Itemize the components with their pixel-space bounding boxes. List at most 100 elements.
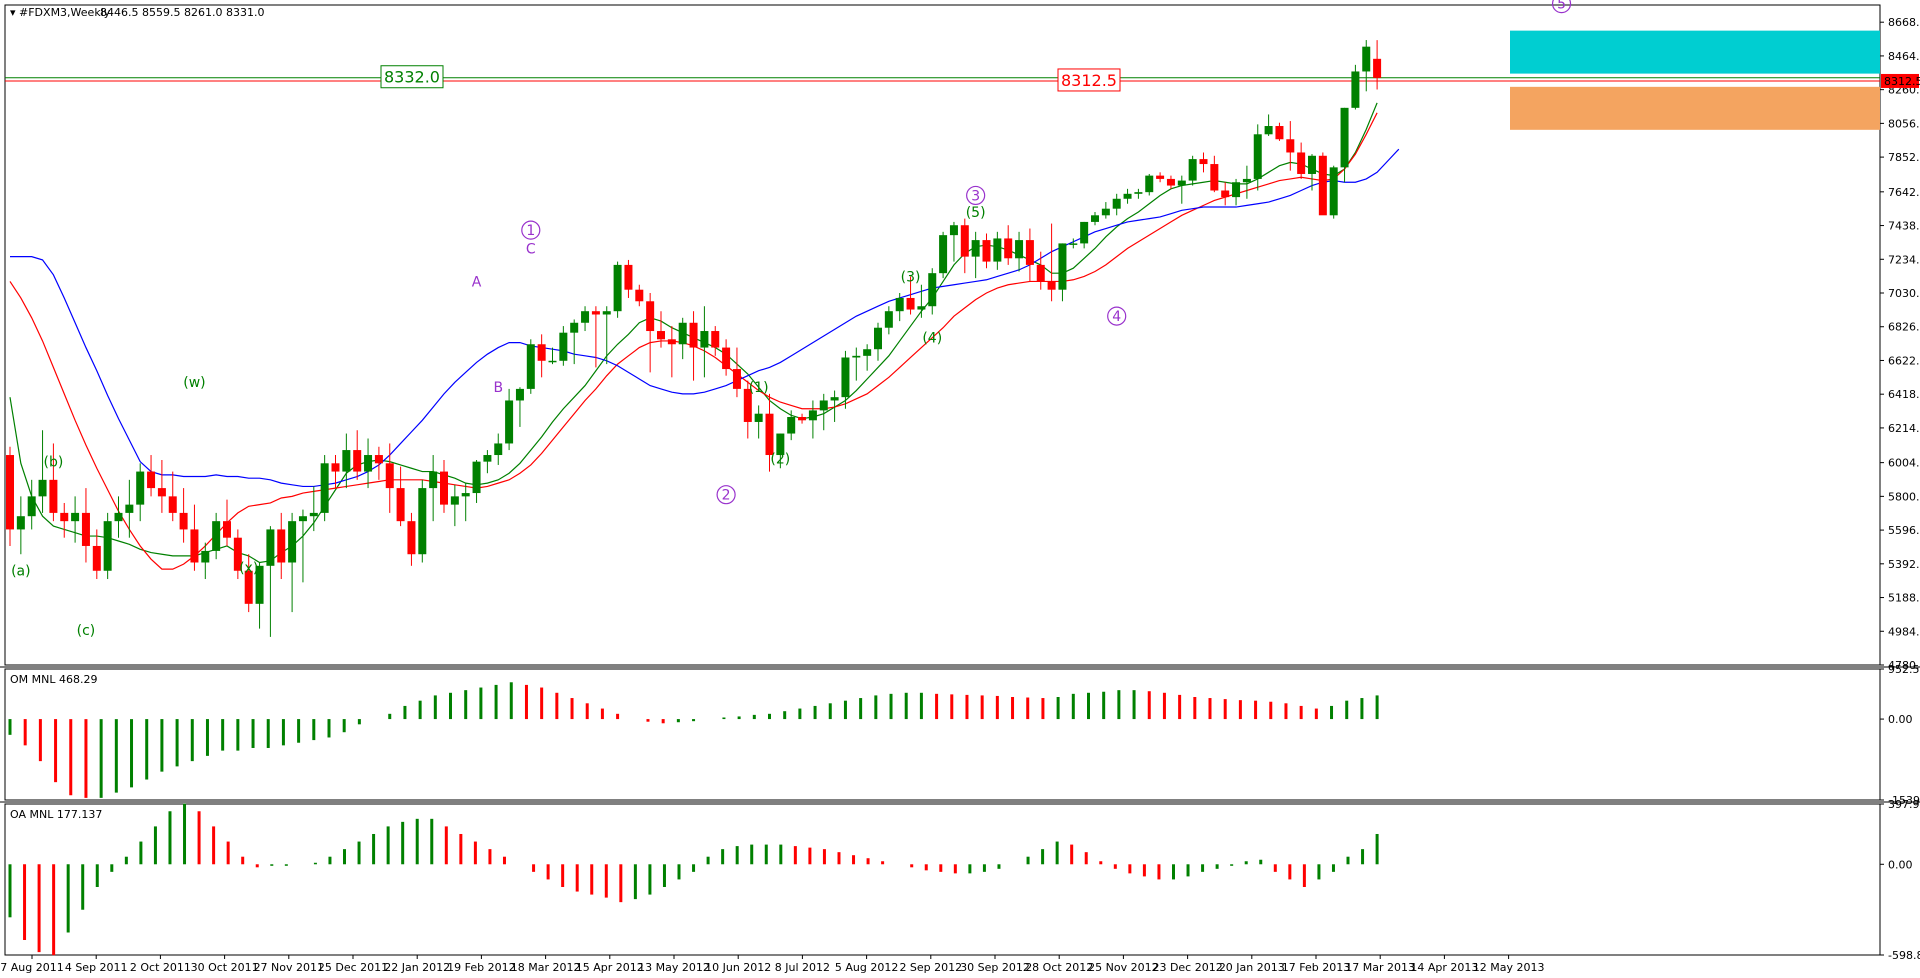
candle-body[interactable] bbox=[1275, 126, 1284, 140]
candle-body[interactable] bbox=[6, 455, 14, 530]
candle-body[interactable] bbox=[309, 512, 318, 517]
candle-body[interactable] bbox=[288, 521, 297, 563]
candle-body[interactable] bbox=[364, 455, 373, 472]
candle-body[interactable] bbox=[971, 240, 980, 257]
candle-body[interactable] bbox=[494, 443, 503, 456]
candle-body[interactable] bbox=[472, 461, 481, 494]
candle-body[interactable] bbox=[49, 479, 58, 513]
candle-body[interactable] bbox=[863, 349, 872, 356]
candle-body[interactable] bbox=[168, 496, 177, 513]
candle-body[interactable] bbox=[722, 347, 731, 370]
candle-body[interactable] bbox=[732, 369, 741, 389]
candle-body[interactable] bbox=[38, 479, 47, 497]
candle-body[interactable] bbox=[1253, 134, 1262, 179]
target-zone-1[interactable] bbox=[1510, 30, 1880, 74]
candle-body[interactable] bbox=[136, 471, 145, 505]
candle-body[interactable] bbox=[440, 471, 448, 505]
candle-body[interactable] bbox=[613, 264, 622, 312]
candle-body[interactable] bbox=[233, 537, 242, 571]
candle-body[interactable] bbox=[1004, 238, 1013, 259]
candle-body[interactable] bbox=[754, 413, 763, 422]
candle-body[interactable] bbox=[1080, 221, 1089, 244]
candle-body[interactable] bbox=[1025, 240, 1034, 265]
candle-body[interactable] bbox=[1069, 243, 1078, 245]
candle-body[interactable] bbox=[537, 344, 546, 361]
candle-body[interactable] bbox=[298, 516, 307, 522]
candle-body[interactable] bbox=[570, 322, 579, 333]
candle-body[interactable] bbox=[841, 357, 850, 398]
candle-body[interactable] bbox=[906, 297, 915, 310]
candle-body[interactable] bbox=[1036, 264, 1045, 282]
candle-body[interactable] bbox=[776, 433, 785, 456]
candle-body[interactable] bbox=[1166, 178, 1175, 186]
candle-body[interactable] bbox=[939, 235, 948, 274]
candle-body[interactable] bbox=[505, 400, 514, 444]
candle-body[interactable] bbox=[884, 311, 893, 328]
candle-body[interactable] bbox=[114, 512, 123, 522]
candle-body[interactable] bbox=[92, 545, 101, 571]
candle-body[interactable] bbox=[949, 225, 958, 236]
candle-body[interactable] bbox=[657, 331, 665, 340]
candle-body[interactable] bbox=[646, 301, 655, 332]
candle-body[interactable] bbox=[819, 400, 828, 411]
candle-body[interactable] bbox=[320, 463, 329, 513]
candle-body[interactable] bbox=[1188, 159, 1197, 181]
candle-body[interactable] bbox=[1058, 243, 1067, 290]
candle-body[interactable] bbox=[103, 521, 112, 571]
candle-body[interactable] bbox=[1123, 193, 1132, 199]
candle-body[interactable] bbox=[277, 529, 286, 563]
candle-body[interactable] bbox=[993, 238, 1002, 262]
candle-body[interactable] bbox=[1286, 139, 1295, 153]
candle-body[interactable] bbox=[548, 360, 557, 363]
candle-body[interactable] bbox=[581, 311, 590, 323]
candle-body[interactable] bbox=[16, 516, 25, 530]
candle-body[interactable] bbox=[852, 355, 861, 358]
candle-body[interactable] bbox=[223, 521, 231, 538]
candle-body[interactable] bbox=[461, 493, 470, 497]
candle-body[interactable] bbox=[787, 417, 796, 434]
candle-body[interactable] bbox=[1091, 215, 1099, 222]
candle-body[interactable] bbox=[982, 240, 991, 262]
candle-body[interactable] bbox=[1177, 180, 1186, 186]
candle-body[interactable] bbox=[624, 264, 633, 290]
candle-body[interactable] bbox=[1318, 155, 1327, 216]
target-zone-2[interactable] bbox=[1510, 86, 1880, 130]
candle-body[interactable] bbox=[255, 565, 264, 604]
candle-body[interactable] bbox=[1145, 175, 1154, 193]
candle-body[interactable] bbox=[483, 455, 492, 462]
candle-body[interactable] bbox=[1101, 208, 1110, 216]
candle-body[interactable] bbox=[266, 529, 275, 566]
candle-body[interactable] bbox=[960, 225, 969, 257]
candle-body[interactable] bbox=[667, 339, 676, 345]
candle-body[interactable] bbox=[602, 311, 611, 315]
candle-body[interactable] bbox=[385, 463, 394, 489]
candle-body[interactable] bbox=[331, 463, 340, 472]
candle-body[interactable] bbox=[342, 450, 351, 472]
candle-body[interactable] bbox=[689, 322, 698, 348]
candle-body[interactable] bbox=[1199, 159, 1208, 165]
candle-body[interactable] bbox=[1156, 175, 1165, 179]
candle-body[interactable] bbox=[374, 455, 383, 464]
candle-body[interactable] bbox=[1134, 192, 1143, 194]
candle-body[interactable] bbox=[450, 496, 459, 505]
candle-body[interactable] bbox=[743, 388, 752, 422]
candle-body[interactable] bbox=[808, 410, 817, 421]
candle-body[interactable] bbox=[765, 413, 774, 456]
candle-body[interactable] bbox=[429, 471, 438, 489]
candle-body[interactable] bbox=[244, 570, 253, 604]
candle-body[interactable] bbox=[353, 450, 362, 472]
candle-body[interactable] bbox=[179, 512, 188, 530]
candle-body[interactable] bbox=[1015, 240, 1024, 259]
candle-body[interactable] bbox=[125, 504, 134, 513]
candle-body[interactable] bbox=[895, 297, 904, 312]
candle-body[interactable] bbox=[928, 273, 937, 307]
candle-body[interactable] bbox=[60, 512, 69, 522]
candle-body[interactable] bbox=[635, 289, 644, 302]
candle-body[interactable] bbox=[1210, 164, 1219, 191]
candle-body[interactable] bbox=[1047, 281, 1056, 290]
candle-body[interactable] bbox=[559, 332, 568, 361]
candle-body[interactable] bbox=[700, 331, 709, 348]
candle-body[interactable] bbox=[71, 512, 80, 522]
candle-body[interactable] bbox=[1351, 71, 1360, 108]
